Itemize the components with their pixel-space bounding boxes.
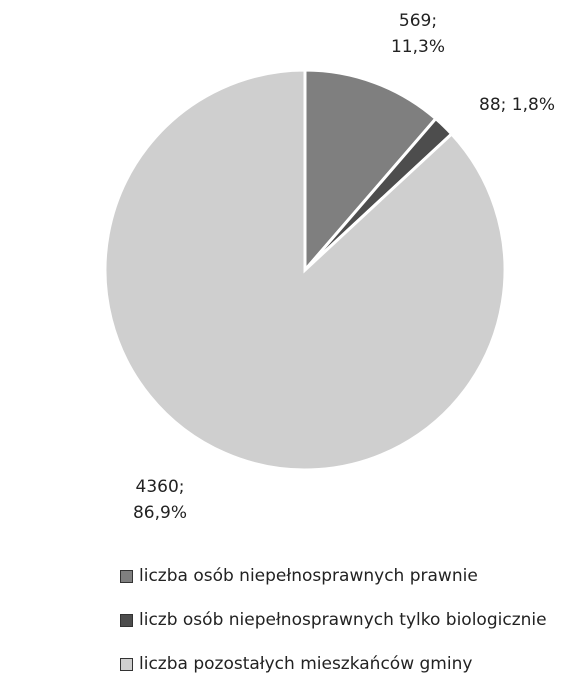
pie-slice (103, 68, 507, 472)
legend-swatch (120, 657, 133, 671)
legend-swatch (120, 569, 133, 583)
legend-label: liczba osób niepełnosprawnych prawnie (139, 566, 478, 586)
data-label: 88; 1,8% (479, 95, 555, 115)
legend-label: liczb osób niepełnosprawnych tylko biolo… (139, 610, 547, 630)
legend-entry: liczba pozostałych mieszkańców gminy (120, 654, 472, 674)
data-label: 569; 11,3% (390, 11, 445, 57)
legend-entry: liczb osób niepełnosprawnych tylko biolo… (120, 610, 547, 630)
chart (103, 68, 507, 472)
pie-slice (303, 68, 438, 275)
legend-label: liczba pozostałych mieszkańców gminy (139, 654, 473, 674)
legend-entry: liczba osób niepełnosprawnych prawnie (120, 566, 478, 586)
legend-swatch (120, 613, 133, 627)
data-label: 4360; 86,9% (132, 477, 187, 523)
